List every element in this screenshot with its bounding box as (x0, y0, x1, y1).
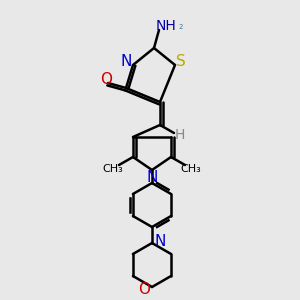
Text: N: N (146, 170, 158, 185)
Text: N: N (154, 233, 166, 248)
Text: ₂: ₂ (179, 21, 183, 31)
Text: NH: NH (156, 19, 176, 33)
Text: H: H (175, 128, 185, 142)
Text: CH₃: CH₃ (181, 164, 201, 174)
Text: S: S (176, 55, 186, 70)
Text: O: O (100, 73, 112, 88)
Text: CH₃: CH₃ (103, 164, 123, 174)
Text: N: N (120, 55, 132, 70)
Text: O: O (138, 281, 150, 296)
